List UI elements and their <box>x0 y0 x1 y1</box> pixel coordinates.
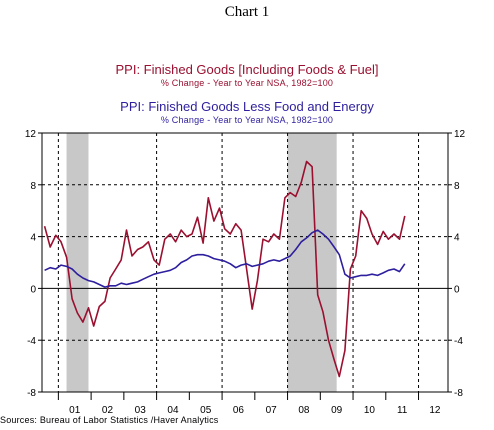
y-tick-label-right: 0 <box>454 284 460 295</box>
y-tick-label-left: 8 <box>30 181 36 192</box>
y-tick-label-left: -4 <box>27 336 36 347</box>
y-tick-label-left: 12 <box>25 129 37 140</box>
series1-subtitle: % Change - Year to Year NSA, 1982=100 <box>160 78 334 88</box>
page-title: Chart 1 <box>224 4 270 20</box>
source-note: Sources: Bureau of Labor Statistics /Hav… <box>0 415 219 425</box>
x-tick-label: 01 <box>69 405 81 416</box>
x-tick-label: 03 <box>135 405 147 416</box>
x-tick-label: 12 <box>429 405 441 416</box>
series-line-2 <box>44 229 406 288</box>
x-tick-label: 08 <box>298 405 310 416</box>
x-tick-label: 09 <box>331 405 343 416</box>
y-tick-label-right: -8 <box>454 388 463 399</box>
x-tick-label: 10 <box>364 405 376 416</box>
series1-title: PPI: Finished Goods [Including Foods & F… <box>115 62 379 77</box>
x-tick-label: 07 <box>266 405 278 416</box>
x-tick-label: 06 <box>233 405 245 416</box>
plot-frame <box>41 132 449 393</box>
recession-bands <box>66 133 337 392</box>
y-tick-label-right: 8 <box>454 181 460 192</box>
y-tick-label-left: 0 <box>30 284 36 295</box>
x-tick-label: 11 <box>397 405 408 416</box>
x-tick-label: 05 <box>200 405 212 416</box>
y-tick-label-left: -8 <box>27 388 36 399</box>
series2-subtitle: % Change - Year to Year NSA, 1982=100 <box>160 115 334 125</box>
series-lines <box>43 160 406 378</box>
series-line-1 <box>43 160 406 378</box>
axes <box>38 132 452 400</box>
x-tick-label: 04 <box>167 405 179 416</box>
y-tick-label-right: 12 <box>454 129 466 140</box>
y-tick-label-left: 4 <box>30 233 36 244</box>
gridlines <box>42 133 448 393</box>
x-tick-label: 02 <box>102 405 114 416</box>
y-tick-label-right: -4 <box>454 336 463 347</box>
y-tick-label-right: 4 <box>454 233 460 244</box>
recession-band <box>66 133 89 392</box>
series2-title: PPI: Finished Goods Less Food and Energy <box>120 99 374 114</box>
